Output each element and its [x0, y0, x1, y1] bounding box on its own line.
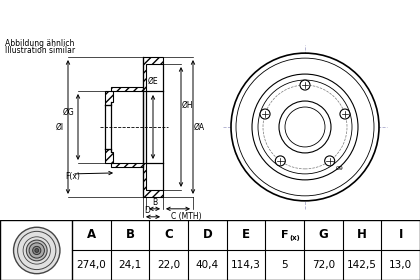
- Text: Illustration similar: Illustration similar: [5, 46, 75, 55]
- Text: 424195: 424195: [0, 7, 37, 25]
- Text: C (MTH): C (MTH): [171, 212, 202, 221]
- Polygon shape: [143, 57, 163, 91]
- Circle shape: [260, 109, 270, 119]
- Circle shape: [231, 53, 379, 201]
- Text: ØA: ØA: [194, 122, 205, 132]
- Text: Ate: Ate: [239, 113, 341, 167]
- Text: (x): (x): [289, 235, 300, 241]
- Text: C: C: [164, 228, 173, 241]
- Text: Abbildung ähnlich: Abbildung ähnlich: [5, 39, 74, 48]
- Circle shape: [35, 249, 39, 252]
- Text: B: B: [126, 228, 134, 241]
- Circle shape: [29, 243, 45, 258]
- Text: H: H: [357, 228, 367, 241]
- Text: ØH: ØH: [182, 101, 194, 109]
- Text: Ø9: Ø9: [336, 166, 344, 171]
- Text: D: D: [144, 206, 150, 215]
- Text: 274,0: 274,0: [76, 260, 106, 270]
- Circle shape: [340, 109, 350, 119]
- Text: 114,3: 114,3: [231, 260, 261, 270]
- Polygon shape: [143, 163, 163, 197]
- Circle shape: [325, 156, 335, 166]
- Circle shape: [33, 246, 41, 255]
- Text: F: F: [281, 230, 289, 240]
- Text: I: I: [399, 228, 403, 241]
- Text: 5: 5: [281, 260, 288, 270]
- Text: D: D: [202, 228, 212, 241]
- Text: ØI: ØI: [56, 122, 64, 132]
- Circle shape: [13, 227, 60, 274]
- Text: F(x): F(x): [65, 172, 80, 181]
- Text: 24.0124-0195.1: 24.0124-0195.1: [0, 7, 77, 25]
- Text: 13,0: 13,0: [389, 260, 412, 270]
- Text: 142,5: 142,5: [347, 260, 377, 270]
- Text: 72,0: 72,0: [312, 260, 335, 270]
- Text: B: B: [152, 198, 157, 207]
- Bar: [72, 220, 420, 280]
- Circle shape: [300, 80, 310, 90]
- Circle shape: [26, 240, 47, 261]
- Text: ØE: ØE: [148, 77, 158, 86]
- Text: 22,0: 22,0: [157, 260, 180, 270]
- Circle shape: [276, 156, 285, 166]
- Text: E: E: [242, 228, 250, 241]
- Polygon shape: [105, 149, 143, 167]
- Text: 40,4: 40,4: [196, 260, 219, 270]
- Text: 24,1: 24,1: [118, 260, 142, 270]
- Circle shape: [279, 101, 331, 153]
- Text: A: A: [87, 228, 96, 241]
- Polygon shape: [105, 87, 143, 105]
- Text: ØG: ØG: [62, 108, 74, 116]
- Text: G: G: [318, 228, 328, 241]
